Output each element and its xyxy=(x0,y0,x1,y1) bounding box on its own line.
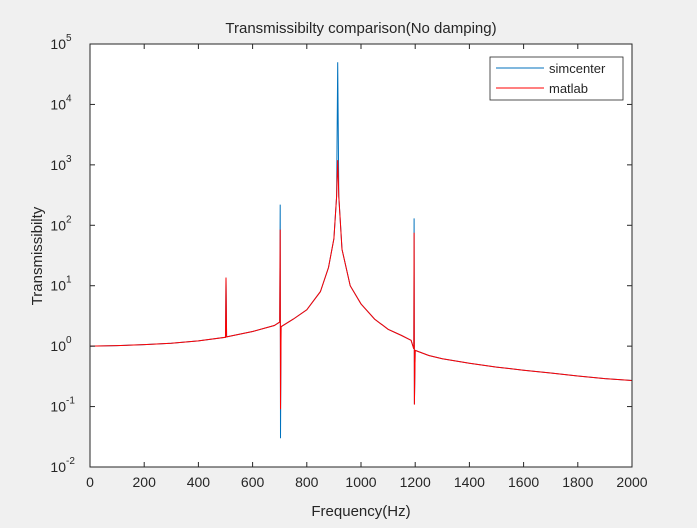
y-axis-label: Transmissibilty xyxy=(29,206,46,305)
axes-box xyxy=(89,43,633,468)
y-tick-label: 10 xyxy=(50,217,66,233)
y-tick-label: 10 xyxy=(50,96,66,112)
y-tick-exponent: 1 xyxy=(66,275,72,286)
y-tick-exponent: 4 xyxy=(66,93,72,104)
x-tick-label: 1800 xyxy=(562,474,593,490)
chart-title: Transmissibilty comparison(No damping) xyxy=(225,20,496,37)
series-line-matlab xyxy=(89,160,633,410)
y-tick-label: 10 xyxy=(50,36,66,52)
y-tick-label: 10 xyxy=(50,278,66,294)
legend-label-simcenter: simcenter xyxy=(549,61,606,76)
y-tick-label: 10 xyxy=(50,459,66,475)
legend: simcenter matlab xyxy=(489,56,624,101)
y-tick-exponent: 2 xyxy=(66,214,72,225)
x-tick-label: 1200 xyxy=(400,474,431,490)
x-tick-label: 600 xyxy=(241,474,265,490)
y-tick-exponent: -2 xyxy=(66,456,75,467)
legend-box xyxy=(489,56,624,101)
x-tick-label: 200 xyxy=(133,474,157,490)
y-tick-exponent: 3 xyxy=(66,154,72,165)
y-tick-exponent: 5 xyxy=(66,33,72,44)
x-tick-label: 800 xyxy=(295,474,319,490)
x-tick-label: 0 xyxy=(86,474,94,490)
x-tick-label: 1600 xyxy=(508,474,539,490)
y-tick-label: 10 xyxy=(50,338,66,354)
x-tick-label: 1000 xyxy=(345,474,376,490)
y-tick-exponent: -1 xyxy=(66,396,75,407)
y-tick-label: 10 xyxy=(50,157,66,173)
y-tick-exponent: 0 xyxy=(66,335,72,346)
axes-background xyxy=(90,44,632,467)
legend-label-matlab: matlab xyxy=(549,81,588,96)
x-tick-label: 2000 xyxy=(616,474,647,490)
x-tick-label: 1400 xyxy=(454,474,485,490)
x-axis-label: Frequency(Hz) xyxy=(311,503,410,520)
x-tick-label: 400 xyxy=(187,474,211,490)
y-tick-label: 10 xyxy=(50,399,66,415)
